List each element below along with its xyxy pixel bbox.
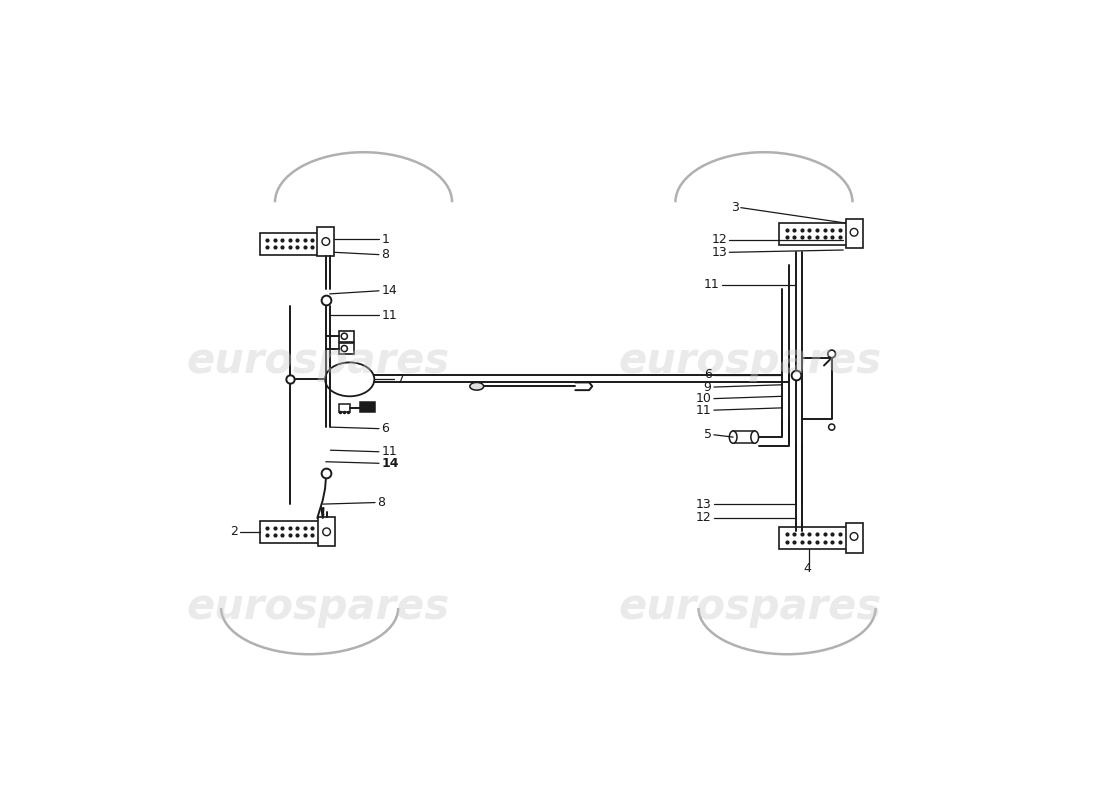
Bar	[779, 527, 847, 549]
Bar	[339, 343, 354, 354]
Bar	[318, 227, 334, 256]
Text: 12: 12	[712, 234, 727, 246]
Circle shape	[850, 229, 858, 236]
Bar	[318, 517, 336, 546]
Bar	[779, 223, 847, 245]
Text: 1: 1	[382, 233, 389, 246]
Ellipse shape	[326, 362, 374, 396]
Text: eurospares: eurospares	[618, 340, 882, 382]
Circle shape	[828, 350, 836, 358]
Text: eurospares: eurospares	[187, 340, 450, 382]
Bar	[846, 219, 862, 249]
Text: 14: 14	[382, 457, 399, 470]
Text: 12: 12	[696, 511, 712, 525]
Text: 11: 11	[382, 309, 397, 322]
Bar	[360, 402, 375, 413]
Ellipse shape	[751, 431, 759, 443]
Text: 4: 4	[803, 562, 811, 574]
Circle shape	[322, 238, 330, 246]
Bar	[339, 404, 350, 412]
Bar	[733, 431, 755, 443]
Text: eurospares: eurospares	[618, 586, 882, 628]
Text: 13: 13	[712, 246, 727, 259]
Text: 10: 10	[695, 392, 712, 405]
Text: 14: 14	[382, 284, 397, 298]
Text: 8: 8	[382, 248, 389, 261]
Text: 9: 9	[704, 381, 712, 394]
Bar	[339, 331, 354, 342]
Text: 11: 11	[382, 446, 397, 458]
Text: 6: 6	[382, 422, 389, 435]
Text: eurospares: eurospares	[187, 586, 450, 628]
Circle shape	[828, 424, 835, 430]
Ellipse shape	[470, 382, 484, 390]
Text: 11: 11	[696, 404, 712, 417]
Text: 11: 11	[704, 278, 719, 291]
Bar	[260, 233, 320, 254]
Bar	[260, 521, 320, 542]
Text: 2: 2	[230, 526, 238, 538]
Text: 6: 6	[704, 368, 712, 382]
Circle shape	[850, 533, 858, 540]
Text: 3: 3	[730, 201, 738, 214]
Text: 13: 13	[696, 498, 712, 510]
Text: 7: 7	[397, 373, 405, 386]
Bar	[846, 523, 862, 553]
Circle shape	[322, 528, 330, 536]
Ellipse shape	[729, 431, 737, 443]
Text: 8: 8	[377, 496, 385, 509]
Circle shape	[341, 346, 348, 352]
Text: 5: 5	[704, 428, 712, 442]
Circle shape	[341, 333, 348, 339]
